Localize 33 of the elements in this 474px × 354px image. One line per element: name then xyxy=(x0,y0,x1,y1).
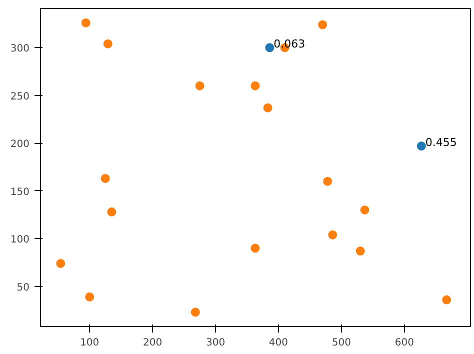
point xyxy=(323,176,332,186)
point xyxy=(81,18,90,28)
y-tick-label: 300 xyxy=(10,44,30,55)
y-tick-label: 200 xyxy=(10,139,30,150)
point xyxy=(107,207,116,216)
point xyxy=(442,295,452,304)
point xyxy=(360,206,370,214)
x-tick-label: 200 xyxy=(143,338,162,348)
annotation: 0.455 xyxy=(425,136,457,150)
point xyxy=(250,244,260,253)
x-tick-label: 300 xyxy=(206,338,226,348)
y-tick-label: 150 xyxy=(10,186,30,198)
point xyxy=(85,292,94,302)
point xyxy=(100,174,110,183)
point xyxy=(416,142,426,151)
point xyxy=(265,43,274,52)
point xyxy=(190,308,200,317)
point xyxy=(250,81,260,90)
point xyxy=(328,230,338,240)
point xyxy=(263,103,272,112)
point xyxy=(195,81,204,90)
x-tick-label: 600 xyxy=(394,338,414,348)
point xyxy=(318,20,328,30)
y-tick-label: 250 xyxy=(10,91,30,102)
point xyxy=(356,246,365,256)
point xyxy=(56,258,66,268)
x-tick-label: 100 xyxy=(80,338,100,348)
annotation: 0.063 xyxy=(274,38,306,51)
x-tick-label: 500 xyxy=(332,338,351,348)
point xyxy=(103,39,112,48)
y-tick-label: 100 xyxy=(10,234,30,246)
y-tick-label: 50 xyxy=(16,282,30,294)
x-tick-label: 400 xyxy=(268,338,288,348)
